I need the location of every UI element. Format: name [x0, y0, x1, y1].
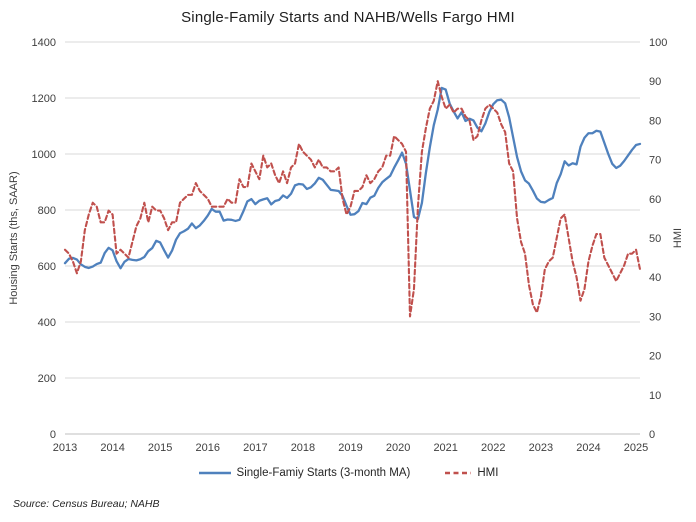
y-left-tick-label: 200 — [38, 373, 56, 385]
y-axis-title-right: HMI — [672, 228, 684, 248]
x-axis-year-label: 2016 — [196, 442, 220, 454]
y-left-tick-label: 1400 — [32, 37, 56, 49]
y-right-tick-label: 20 — [649, 351, 661, 363]
x-axis-year-label: 2022 — [481, 442, 505, 454]
legend-swatch-starts-line — [198, 471, 231, 475]
y-right-tick-label: 30 — [649, 311, 661, 323]
source-note: Source: Census Bureau; NAHB — [13, 498, 160, 510]
y-left-tick-label: 0 — [50, 429, 56, 441]
y-right-tick-label: 80 — [649, 115, 661, 127]
legend: Single-Famiy Starts (3-month MA) HMI — [0, 467, 696, 479]
legend-item-starts: Single-Famiy Starts (3-month MA) — [198, 467, 411, 479]
y-right-tick-label: 40 — [649, 272, 661, 284]
x-axis-year-label: 2017 — [243, 442, 267, 454]
x-axis-year-label: 2019 — [338, 442, 362, 454]
y-left-tick-label: 800 — [38, 205, 56, 217]
y-right-tick-label: 70 — [649, 155, 661, 167]
x-axis-year-label: 2024 — [576, 442, 600, 454]
series-line-hmi — [63, 80, 642, 318]
legend-label-hmi: HMI — [477, 467, 499, 479]
x-axis-year-label: 2023 — [529, 442, 553, 454]
y-right-tick-label: 60 — [649, 194, 661, 206]
y-right-tick-label: 100 — [649, 37, 667, 49]
y-right-tick-label: 50 — [649, 233, 661, 245]
y-left-tick-label: 1000 — [32, 149, 56, 161]
y-right-tick-label: 10 — [649, 390, 661, 402]
x-axis-year-label: 2018 — [291, 442, 315, 454]
series-line-starts — [63, 86, 642, 270]
legend-item-hmi: HMI — [444, 467, 498, 479]
series-paths — [63, 80, 642, 318]
x-axis-year-label: 2021 — [433, 442, 457, 454]
x-axis-year-label: 2025 — [624, 442, 648, 454]
y-left-tick-label: 400 — [38, 317, 56, 329]
legend-label-starts: Single-Famiy Starts (3-month MA) — [236, 467, 411, 479]
x-axis-year-label: 2013 — [53, 442, 77, 454]
y-right-tick-label: 90 — [649, 76, 661, 88]
legend-swatch-hmi-line — [445, 471, 472, 475]
gridlines — [65, 41, 640, 435]
y-axis-title-left: Housing Starts (ths, SAAR) — [8, 171, 20, 304]
y-left-tick-label: 1200 — [32, 93, 56, 105]
x-axis-year-label: 2015 — [148, 442, 172, 454]
x-axis-year-label: 2020 — [386, 442, 410, 454]
chart-title: Single-Family Starts and NAHB/Wells Farg… — [181, 9, 515, 26]
y-right-tick-label: 0 — [649, 429, 655, 441]
x-axis-year-label: 2014 — [100, 442, 124, 454]
y-left-tick-label: 600 — [38, 261, 56, 273]
